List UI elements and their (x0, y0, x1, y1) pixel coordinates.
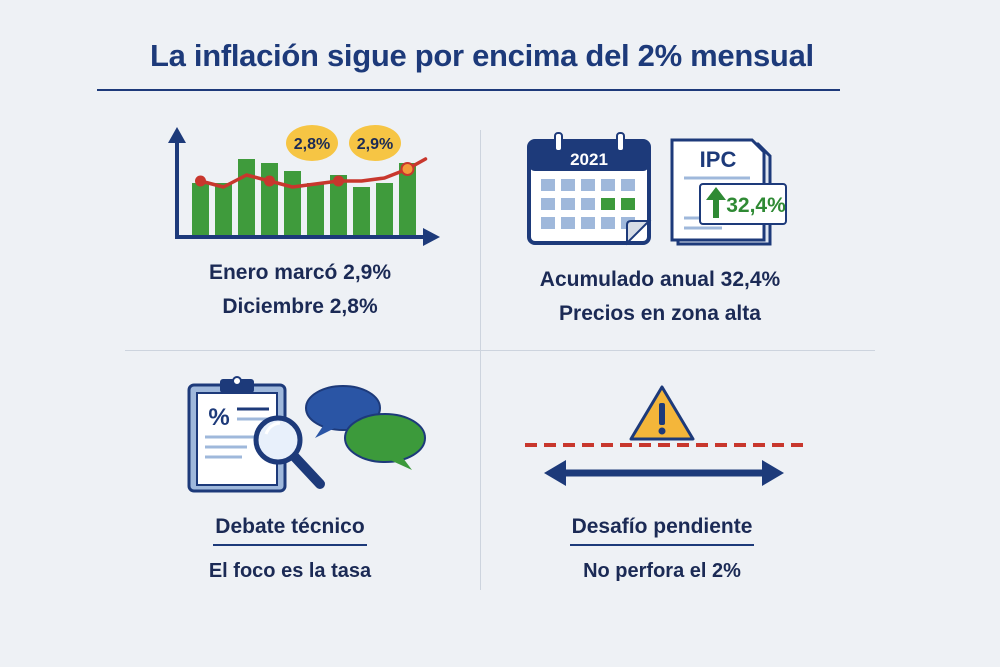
annual-accumulated-text: Acumulado anual 32,4% (539, 268, 781, 291)
ipc-value: 32,4% (726, 194, 786, 217)
calendar-cell (581, 198, 595, 210)
title-underline (97, 89, 840, 91)
arrow-up-icon (706, 187, 726, 218)
december-rate-text: Diciembre 2,8% (222, 295, 378, 318)
calendar-cell (541, 179, 555, 191)
x-axis-arrow-icon (423, 228, 440, 246)
calendar-cell (601, 198, 615, 210)
vertical-divider (480, 130, 481, 590)
chart-bar-3 (238, 159, 255, 235)
percent-symbol: % (208, 404, 229, 431)
clipboard-icon: % (187, 376, 287, 493)
calendar-year: 2021 (570, 150, 608, 169)
high-prices-text: Precios en zona alta (559, 302, 761, 325)
calendar-cell (621, 179, 635, 191)
pending-challenge-heading: Desafío pendiente (569, 512, 755, 546)
chart-bar-5 (284, 171, 301, 235)
trend-points (195, 162, 415, 187)
bottom-left-caption: Debate técnico El foco es la tasa (140, 512, 440, 588)
ipc-label: IPC (700, 147, 737, 172)
chart-bar-7 (330, 175, 347, 235)
top-left-caption: Enero marcó 2,9% Diciembre 2,8% (150, 256, 450, 324)
callout-bubble-1 (286, 125, 338, 161)
chart-bar-2 (215, 183, 232, 235)
chart-bar-4 (261, 163, 278, 235)
calendar-cell (561, 198, 575, 210)
not-below-text: No perfora el 2% (583, 560, 741, 582)
chart-bar-8 (353, 187, 370, 235)
january-rate-text: Enero marcó 2,9% (208, 261, 392, 284)
callout-label-1: 2,8% (294, 136, 330, 153)
calendar-cell (581, 179, 595, 191)
chart-bars (192, 159, 416, 235)
technical-debate-heading: Debate técnico (213, 512, 367, 546)
magnifier-icon (253, 415, 325, 489)
speech-bubble-green-icon (344, 413, 426, 470)
trend-point-1 (195, 175, 206, 187)
calendar-cell (621, 198, 635, 210)
chart-bar-6 (307, 183, 324, 235)
chart-bar-9 (376, 183, 393, 235)
calendar-cell (541, 198, 555, 210)
calendar-icon: 2021 (527, 132, 652, 246)
callout-bubble-2 (349, 125, 401, 161)
inflation-chart: 2,8% 2,9% (168, 125, 440, 246)
warning-icon (629, 385, 695, 441)
threshold-dashed-line (525, 443, 805, 447)
horizontal-divider (125, 350, 875, 351)
top-right-caption: Acumulado anual 32,4% Precios en zona al… (510, 263, 810, 331)
trend-line (198, 157, 428, 189)
y-axis-arrow-icon (168, 127, 186, 143)
calendar-cell (561, 179, 575, 191)
calendar-cell (601, 179, 615, 191)
callout-label-2: 2,9% (357, 136, 393, 153)
ipc-document-icon: IPC 32,4% (670, 138, 787, 246)
trend-point-2 (264, 175, 275, 187)
page-title: La inflación sigue por encima del 2% men… (150, 38, 814, 73)
bottom-right-caption: Desafío pendiente No perfora el 2% (512, 512, 812, 588)
chart-bar-1 (192, 183, 209, 235)
calendar-cell (541, 217, 555, 229)
calendar-cell (581, 217, 595, 229)
focus-rate-text: El foco es la tasa (208, 560, 372, 582)
calendar-cell (561, 217, 575, 229)
chart-bar-10 (399, 163, 416, 235)
double-arrow-icon (544, 460, 784, 486)
trend-point-3 (333, 175, 344, 187)
trend-point-4 (400, 162, 415, 176)
calendar-cell (601, 217, 615, 229)
